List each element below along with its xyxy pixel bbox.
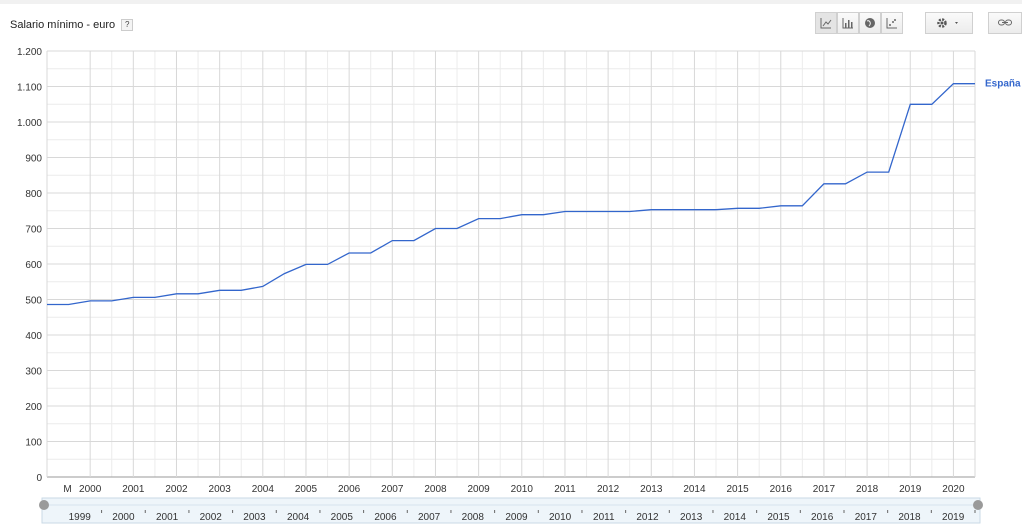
x-tick-label: 2017: [813, 484, 836, 495]
legend: España: [985, 79, 1021, 90]
x-tick-label: 2004: [252, 484, 275, 495]
bar-chart-button[interactable]: [837, 12, 859, 34]
chart-title: Salario mínimo - euro ?: [10, 19, 134, 32]
x-tick-label: 2006: [338, 484, 361, 495]
y-tick-label: 100: [25, 438, 42, 449]
timeline-year-label: 2007: [418, 512, 441, 523]
map-icon: [865, 18, 875, 28]
y-tick-label: 400: [25, 331, 42, 342]
map-button[interactable]: [859, 12, 881, 34]
timeline-year-label: 2019: [942, 512, 965, 523]
y-axis-tick-labels: 0 100 200 300 400 500 600 700 800 900 1.000 1.100 1.…: [17, 47, 42, 484]
x-axis-tick-labels: M 2000 2001 2002 2003 2004 2005 2006 2007 2008 200…: [63, 484, 965, 495]
settings-button[interactable]: [925, 12, 973, 34]
major-gridlines: [46, 50, 976, 478]
timeline-year-label: 2011: [593, 512, 615, 523]
y-tick-label: 1.100: [17, 83, 42, 94]
timeline-year-label: 2016: [811, 512, 834, 523]
timeline-year-label: 2000: [112, 512, 135, 523]
x-tick-label: 2016: [770, 484, 793, 495]
x-tick-label: 2008: [424, 484, 447, 495]
timeline-year-label: 2017: [855, 512, 878, 523]
x-tick-label: 2013: [640, 484, 663, 495]
top-strip: [0, 0, 1022, 4]
y-tick-label: 800: [25, 189, 42, 200]
x-tick-label: 2014: [683, 484, 706, 495]
x-tick-label: 2002: [165, 484, 188, 495]
y-tick-label: 600: [25, 260, 42, 271]
y-tick-label: 200: [25, 402, 42, 413]
timeline-year-label: 2001: [156, 512, 179, 523]
timeline-left-handle: [39, 500, 49, 510]
gear-icon: [937, 18, 958, 28]
timeline-year-label: 2004: [287, 512, 310, 523]
scatter-chart-button[interactable]: [881, 12, 903, 34]
y-tick-label: 300: [25, 367, 42, 378]
timeline-year-label: 2009: [505, 512, 528, 523]
chart-title-text: Salario mínimo - euro: [10, 19, 116, 31]
x-tick-label: 2012: [597, 484, 620, 495]
link-button[interactable]: [988, 12, 1022, 34]
timeline-track: [41, 497, 981, 524]
timeline-year-label: 2013: [680, 512, 703, 523]
line-chart-icon: [820, 18, 832, 29]
timeline-year-label: 2002: [200, 512, 223, 523]
x-tick-label: 2007: [381, 484, 404, 495]
x-tick-label: 2000: [79, 484, 102, 495]
timeline-year-label: 2010: [549, 512, 572, 523]
x-tick-label: 2019: [899, 484, 922, 495]
x-tick-label: M: [63, 484, 71, 495]
link-icon: [998, 19, 1012, 26]
x-tick-label: 2015: [726, 484, 749, 495]
x-tick-label: 2009: [468, 484, 491, 495]
bar-chart-icon: [842, 18, 853, 29]
scatter-chart-icon: [886, 18, 897, 29]
timeline-range-selector[interactable]: 1999 2000 2001 2002 2003 2004 2005 2006 2007 2008…: [39, 497, 983, 524]
x-tick-label: 2003: [209, 484, 232, 495]
x-tick-label: 2011: [554, 484, 576, 495]
timeline-year-label: 2014: [724, 512, 747, 523]
x-tick-label: 2010: [511, 484, 534, 495]
y-tick-label: 500: [25, 296, 42, 307]
timeline-year-label: 2005: [331, 512, 354, 523]
timeline-year-label: 2018: [898, 512, 921, 523]
timeline-year-label: 1999: [69, 512, 92, 523]
y-tick-label: 700: [25, 225, 42, 236]
y-tick-label: 900: [25, 154, 42, 165]
timeline-year-label: 2015: [767, 512, 790, 523]
y-tick-label: 1.200: [17, 47, 42, 58]
line-chart-button[interactable]: [815, 12, 837, 34]
timeline-year-label: 2003: [243, 512, 266, 523]
x-tick-label: 2005: [295, 484, 318, 495]
x-tick-label: 2020: [942, 484, 965, 495]
x-tick-label: 2001: [122, 484, 145, 495]
x-tick-label: 2018: [856, 484, 879, 495]
timeline-year-label: 2006: [374, 512, 397, 523]
timeline-right-handle: [973, 500, 983, 510]
legend-label: España: [985, 79, 1021, 90]
y-tick-label: 0: [36, 473, 42, 484]
series-line-0: [47, 83, 975, 306]
y-tick-label: 1.000: [17, 118, 42, 129]
series-layer: [47, 83, 975, 306]
timeline-year-label: 2008: [462, 512, 485, 523]
timeline-year-label: 2012: [636, 512, 659, 523]
help-button[interactable]: ?: [121, 19, 134, 32]
